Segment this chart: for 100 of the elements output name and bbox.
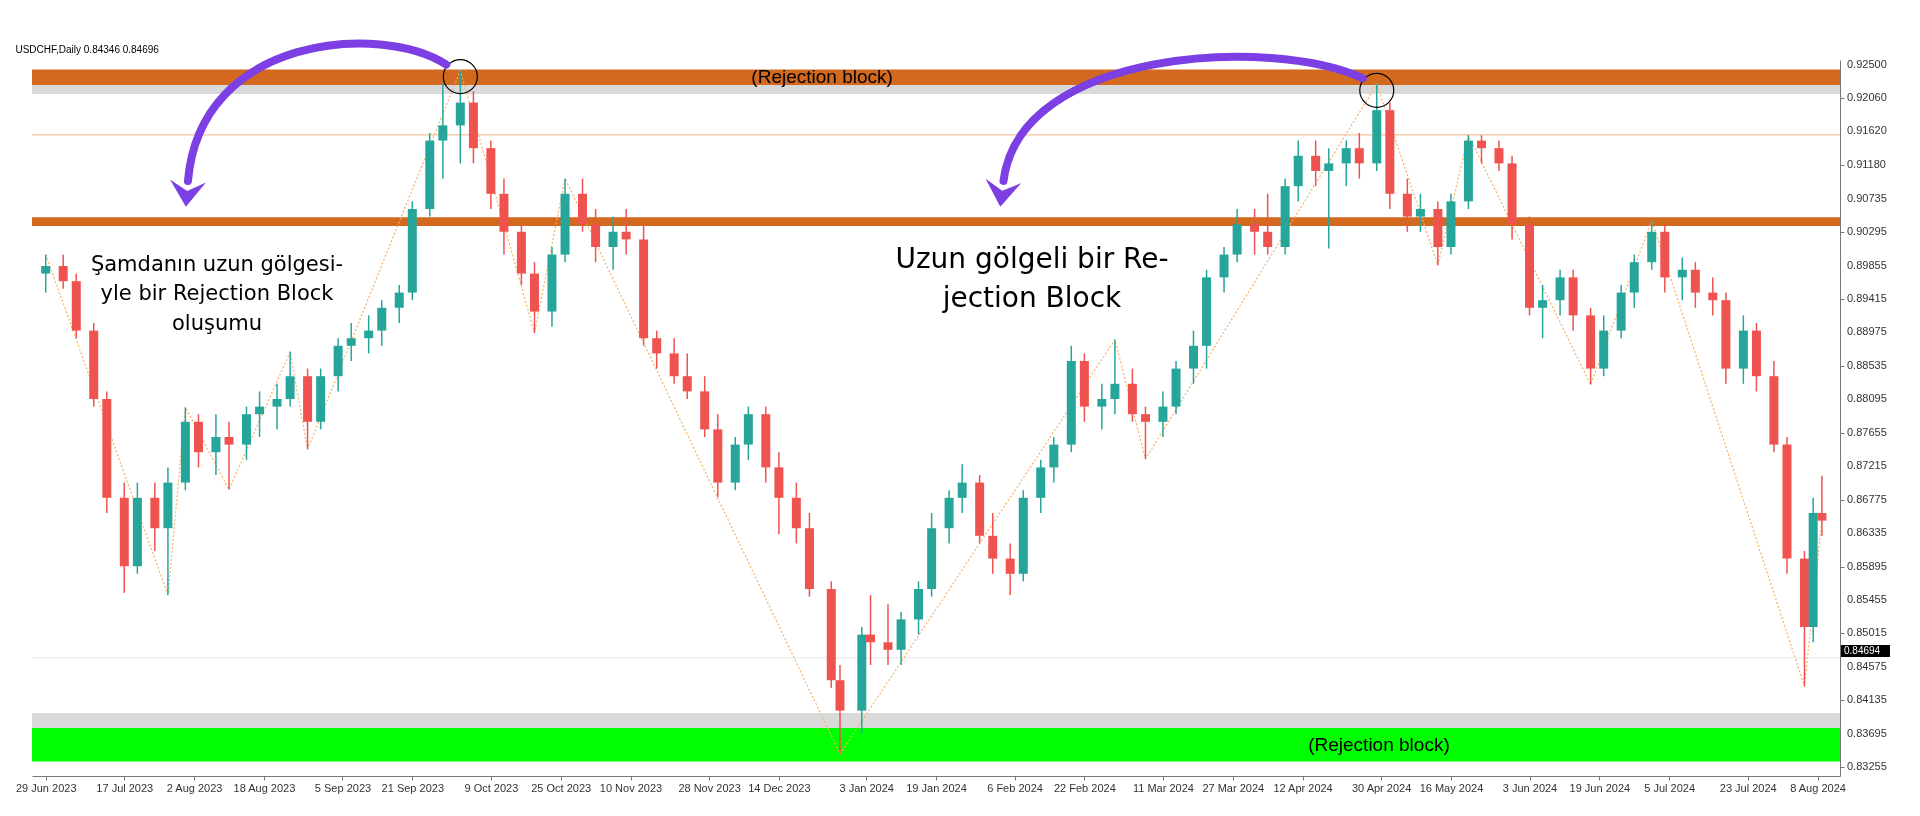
x-tick-label: 27 Mar 2024 [1202, 781, 1265, 794]
y-tick-label: 0.86775 [1847, 492, 1887, 505]
x-tick-label: 28 Nov 2023 [678, 781, 741, 794]
y-tick-label: 0.83695 [1847, 726, 1887, 739]
x-tick-label: 11 Mar 2024 [1132, 781, 1194, 794]
y-tick-label: 0.85895 [1847, 559, 1887, 572]
y-tick-label: 0.84575 [1847, 659, 1887, 672]
x-tick-label: 18 Aug 2023 [233, 781, 296, 794]
candlestick [224, 421, 234, 491]
annotation: Şamdanın uzun gölgesi- yle bir Rejection Block oluşumu [90, 252, 344, 335]
x-tick-label: 12 Apr 2024 [1273, 781, 1333, 794]
candlestick [1140, 405, 1150, 460]
y-tick-label: 0.85015 [1847, 626, 1887, 639]
candlestick [957, 463, 967, 514]
candlestick [608, 215, 618, 271]
annotation: Uzun gölgeli bir Re- jection Block [895, 242, 1169, 315]
y-tick-label: 0.84135 [1847, 693, 1887, 706]
candlestick [394, 284, 404, 324]
candlestick [1817, 475, 1827, 537]
candlestick [1402, 177, 1412, 233]
y-tick-label: 0.88975 [1847, 325, 1887, 338]
y-tick-label: 0.90295 [1847, 225, 1887, 238]
candlestick [346, 322, 356, 362]
candlestick [1708, 276, 1718, 317]
candlestick [255, 390, 265, 438]
x-tick-label: 3 Jan 2024 [839, 781, 894, 794]
y-tick-label: 0.87655 [1847, 425, 1887, 438]
candlestick [883, 603, 893, 666]
candlestick [1477, 134, 1487, 165]
x-tick-label: 29 Jun 2023 [15, 781, 77, 794]
candlestick [1415, 193, 1425, 233]
candlestick [1250, 208, 1260, 256]
x-tick-label: 3 Jun 2024 [1502, 781, 1558, 794]
candlestick [1188, 329, 1198, 385]
candlestick [438, 82, 448, 180]
y-tick-label: 0.87215 [1847, 459, 1887, 472]
candlestick [455, 69, 465, 165]
x-tick-label: 5 Jul 2024 [1644, 781, 1696, 794]
y-tick-label: 0.88095 [1847, 392, 1887, 405]
x-tick-label: 17 Jul 2023 [96, 781, 154, 794]
y-tick-label: 0.89855 [1847, 258, 1887, 271]
candlestick [1219, 246, 1229, 294]
candlestick [1263, 193, 1273, 256]
candlestick [1158, 390, 1168, 438]
x-tick-label: 21 Sep 2023 [381, 781, 445, 794]
y-tick-label: 0.89415 [1847, 292, 1887, 305]
candlestick [1324, 147, 1334, 250]
candlestick [988, 512, 998, 575]
candlestick [1311, 139, 1321, 187]
x-tick-label: 5 Sep 2023 [314, 781, 372, 794]
x-tick-label: 16 May 2024 [1419, 781, 1484, 794]
candlestick [591, 208, 601, 263]
y-tick-label: 0.91180 [1847, 157, 1886, 170]
candlestick [682, 352, 692, 400]
candlestick [41, 253, 51, 294]
chart-title: USDCHF,Daily 0.84346 0.84696 [15, 43, 160, 55]
x-tick-label: 19 Jan 2024 [906, 781, 967, 794]
candlestick [211, 413, 221, 476]
candlestick [1341, 139, 1351, 187]
candlestick [1690, 261, 1700, 309]
x-tick-label: 25 Oct 2023 [531, 781, 592, 794]
candlestick [1005, 542, 1015, 596]
candlestick [58, 253, 68, 290]
candlestick [1049, 436, 1059, 484]
candlestick [1555, 269, 1565, 317]
y-tick-label: 0.85455 [1847, 593, 1887, 606]
x-tick-label: 9 Oct 2023 [464, 781, 519, 794]
y-tick-label: 0.83255 [1847, 760, 1887, 773]
candlestick [621, 208, 631, 256]
candlestick [1494, 139, 1504, 172]
band-label: (Rejection block) [1308, 733, 1450, 755]
ref-line-label: 0.84694 [1844, 644, 1881, 656]
y-tick-label: 0.88535 [1847, 358, 1887, 371]
x-tick-label: 22 Feb 2024 [1053, 781, 1116, 794]
candlestick [364, 314, 374, 355]
x-tick-label: 8 Aug 2024 [1790, 781, 1846, 794]
x-tick-label: 14 Dec 2023 [748, 781, 811, 794]
candlestick [1110, 338, 1120, 415]
x-tick-label: 30 Apr 2024 [1351, 781, 1412, 794]
y-tick-label: 0.86335 [1847, 526, 1887, 539]
x-tick-label: 6 Feb 2024 [987, 781, 1043, 794]
candlestick [1097, 383, 1107, 431]
candlestick [866, 594, 876, 666]
candlestick [1677, 256, 1687, 301]
x-tick-label: 19 Jun 2024 [1569, 781, 1631, 794]
x-tick-label: 23 Jul 2024 [1719, 781, 1777, 794]
x-tick-label: 10 Nov 2023 [599, 781, 663, 794]
y-tick-label: 0.90735 [1847, 191, 1887, 204]
candlestick [669, 337, 679, 385]
candlestick [377, 299, 387, 347]
candlestick [285, 351, 295, 408]
candlestick [272, 383, 282, 431]
x-tick-label: 2 Aug 2023 [166, 781, 223, 794]
candlestick [1538, 284, 1548, 339]
y-tick-label: 0.92500 [1847, 57, 1887, 70]
y-tick-label: 0.91620 [1847, 124, 1887, 137]
band-label: (Rejection block) [751, 66, 893, 88]
y-tick-label: 0.92060 [1847, 91, 1887, 103]
candlestick [652, 329, 662, 370]
candlestick [1354, 132, 1364, 180]
